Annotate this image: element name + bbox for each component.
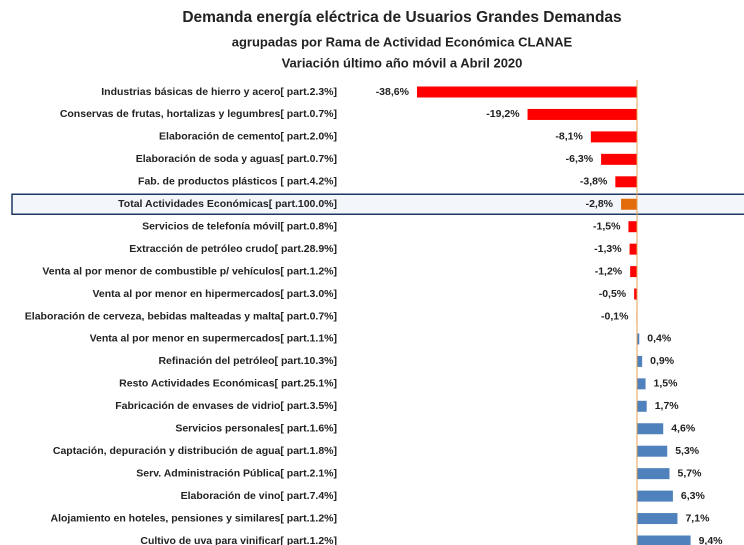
- value-label: -0,1%: [601, 310, 629, 322]
- y-tick-label: Industrias básicas de hierro y acero[ pa…: [101, 86, 337, 98]
- bar: [630, 266, 637, 278]
- bar: [637, 378, 646, 390]
- value-label: 1,5%: [654, 378, 679, 390]
- y-tick-label: Elaboración de cerveza, bebidas malteada…: [25, 310, 337, 322]
- bar: [634, 288, 637, 300]
- bar: [629, 243, 637, 255]
- bar: [527, 108, 637, 120]
- y-tick-label: Cultivo de uva para vinificar[ part.1.2%…: [140, 535, 337, 545]
- y-tick-label: Extracción de petróleo crudo[ part.28.9%…: [129, 243, 337, 255]
- chart-title: Demanda energía eléctrica de Usuarios Gr…: [182, 9, 621, 26]
- bar: [590, 131, 637, 143]
- value-label: 5,3%: [675, 445, 700, 457]
- value-label: -1,2%: [595, 265, 623, 277]
- highlight-box: [11, 193, 744, 215]
- bar: [637, 333, 640, 345]
- value-label: -19,2%: [486, 108, 520, 120]
- value-label: -1,5%: [593, 220, 621, 232]
- y-tick-label: Servicios personales[ part.1.6%]: [175, 423, 337, 435]
- bar: [416, 86, 637, 98]
- value-label: 4,6%: [671, 423, 696, 435]
- value-label: 0,4%: [647, 333, 672, 345]
- y-tick-label: Elaboración de soda y aguas[ part.0.7%]: [136, 153, 337, 165]
- y-tick-label: Total Actividades Económicas[ part.100.0…: [118, 198, 337, 210]
- value-label: -38,6%: [376, 86, 410, 98]
- y-tick-label: Venta al por menor de combustible p/ veh…: [42, 265, 337, 277]
- y-tick-label: Elaboración de cemento[ part.2.0%]: [159, 131, 337, 143]
- value-label: 6,3%: [681, 490, 706, 502]
- value-label: -1,3%: [594, 243, 622, 255]
- y-tick-label: Fab. de productos plásticos [ part.4.2%]: [138, 176, 337, 188]
- value-label: -2,8%: [586, 198, 614, 210]
- bar: [637, 355, 643, 367]
- value-label: -0,5%: [599, 288, 627, 300]
- y-tick-label: Serv. Administración Pública[ part.2.1%]: [136, 467, 337, 479]
- y-tick-label: Captación, depuración y distribución de …: [53, 445, 337, 457]
- y-tick-label: Venta al por menor en supermercados[ par…: [90, 333, 337, 345]
- bar: [628, 221, 637, 233]
- bar: [637, 535, 691, 545]
- chart-subtitle: Variación último año móvil a Abril 2020: [282, 55, 523, 70]
- value-label: 5,7%: [677, 467, 702, 479]
- value-label: -3,8%: [580, 176, 608, 188]
- value-label: -8,1%: [555, 131, 583, 143]
- bar: [637, 513, 678, 525]
- bar: [637, 423, 664, 435]
- y-tick-label: Fabricación de envases de vidrio[ part.3…: [115, 400, 337, 412]
- y-tick-label: Elaboración de vino[ part.7.4%]: [181, 490, 337, 502]
- y-tick-label: Conservas de frutas, hortalizas y legumb…: [60, 108, 337, 120]
- value-label: 0,9%: [650, 355, 675, 367]
- y-tick-label: Venta al por menor en hipermercados[ par…: [93, 288, 338, 300]
- value-label: 1,7%: [655, 400, 680, 412]
- value-label: 9,4%: [699, 535, 724, 545]
- y-tick-label: Refinación del petróleo[ part.10.3%]: [158, 355, 337, 367]
- chart-subtitle: agrupadas por Rama de Actividad Económic…: [232, 34, 573, 49]
- bar: [637, 445, 668, 457]
- y-tick-label: Alojamiento en hoteles, pensiones y simi…: [50, 512, 337, 524]
- value-label: -6,3%: [566, 153, 594, 165]
- value-label: 7,1%: [685, 512, 710, 524]
- y-tick-label: Servicios de telefonía móvil[ part.0.8%]: [142, 220, 337, 232]
- bar: [637, 490, 673, 502]
- bar: [621, 198, 637, 210]
- y-tick-label: Resto Actividades Económicas[ part.25.1%…: [119, 378, 337, 390]
- bar: [637, 400, 647, 412]
- bar: [601, 153, 637, 165]
- bar: [615, 176, 637, 188]
- bar: [637, 468, 670, 480]
